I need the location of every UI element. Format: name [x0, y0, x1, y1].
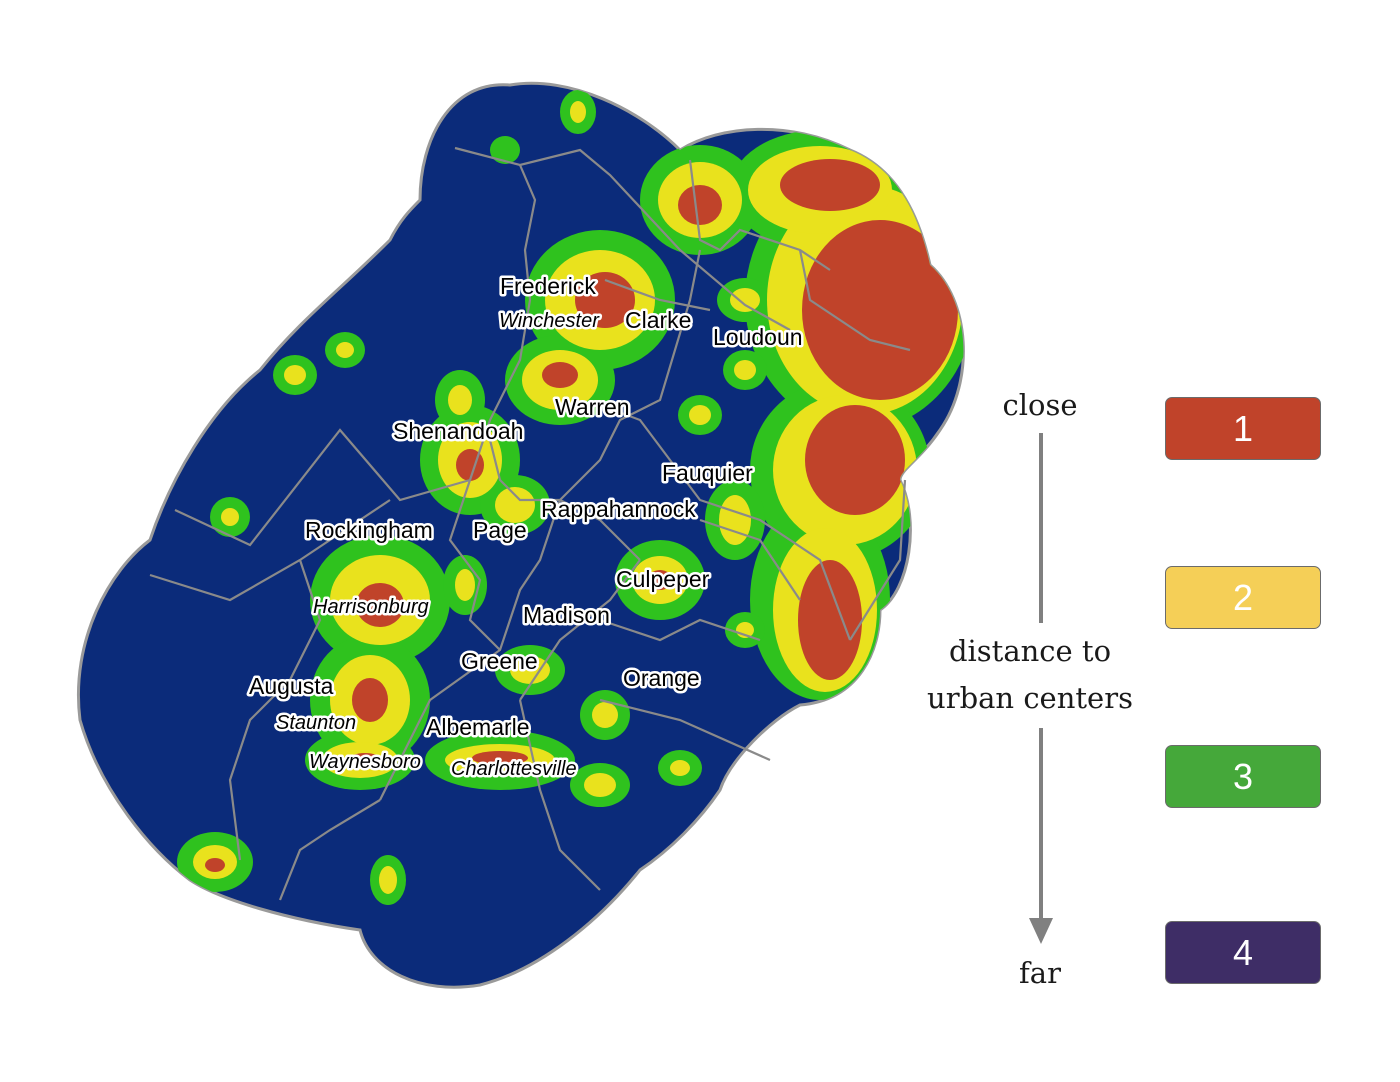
legend-far-label: far: [1019, 956, 1061, 990]
label-clarke: Clarke: [625, 307, 691, 333]
label-albemarle: Albemarle: [426, 714, 530, 740]
label-winchester: Winchester: [499, 310, 600, 332]
label-madison: Madison: [523, 602, 610, 628]
legend-class-1-value: 1: [1232, 407, 1254, 449]
label-fauquier: Fauquier: [662, 460, 753, 486]
county-boundaries: [149, 146, 911, 901]
label-shenandoah: Shenandoah: [393, 418, 523, 444]
legend-class-3: 3: [1165, 745, 1321, 808]
label-harrisonburg: Harrisonburg: [313, 596, 429, 618]
label-loudoun: Loudoun: [713, 324, 803, 350]
label-orange: Orange: [623, 665, 700, 691]
label-rockingham: Rockingham: [305, 517, 433, 543]
legend-class-2: 2: [1165, 566, 1321, 629]
legend-class-4: 4: [1165, 921, 1321, 984]
label-frederick: Frederick: [500, 273, 596, 299]
urban-proximity-layer: [177, 90, 964, 905]
label-greene: Greene: [461, 648, 538, 674]
legend-arrow-head-icon: [1029, 918, 1053, 944]
legend-arrow-lower: [1039, 728, 1043, 923]
legend-class-1: 1: [1165, 397, 1321, 460]
legend-class-3-value: 3: [1232, 755, 1254, 797]
legend-class-4-value: 4: [1232, 931, 1254, 973]
label-charlottesville: Charlottesville: [451, 758, 577, 780]
label-rappahannock: Rappahannock: [541, 496, 696, 522]
label-page: Page: [473, 517, 527, 543]
label-staunton: Staunton: [276, 712, 356, 734]
legend-arrow-upper: [1039, 433, 1043, 623]
legend-distance-label: distance to: [948, 634, 1112, 668]
legend-urban-centers-label: urban centers: [927, 681, 1133, 715]
label-augusta: Augusta: [249, 673, 334, 699]
label-waynesboro: Waynesboro: [309, 751, 421, 773]
label-warren: Warren: [555, 394, 630, 420]
label-culpeper: Culpeper: [616, 566, 710, 592]
legend-class-2-value: 2: [1232, 576, 1254, 618]
legend-close-label: close: [1002, 388, 1078, 422]
